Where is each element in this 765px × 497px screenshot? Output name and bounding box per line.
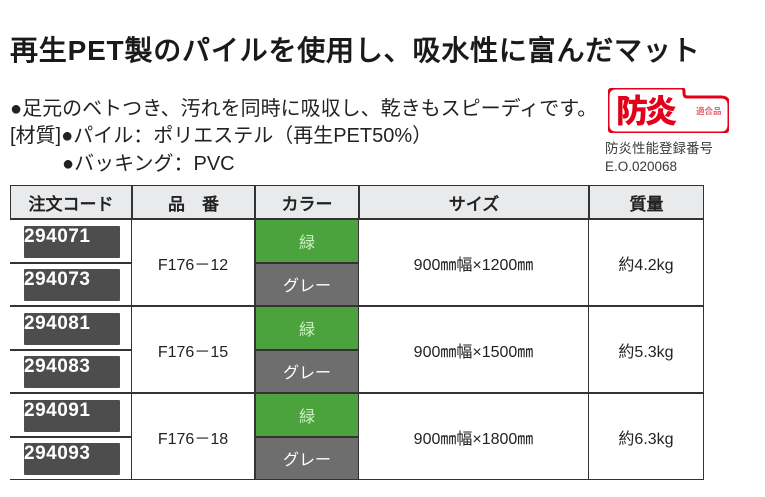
svg-text:適合品: 適合品 [696, 105, 722, 117]
svg-text:防炎: 防炎 [616, 88, 677, 132]
